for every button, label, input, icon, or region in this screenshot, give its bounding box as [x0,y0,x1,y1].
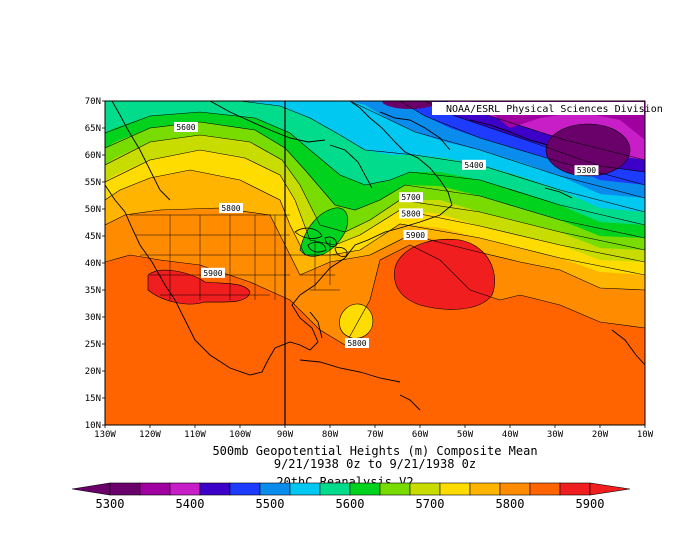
lat-tick-label: 60N [85,151,101,161]
lat-tick-label: 55N [85,178,101,188]
svg-text:5800: 5800 [347,339,366,348]
colorbar-swatch [109,482,141,496]
colorbar-right-arrow [589,482,631,496]
lon-tick-label: 90W [277,430,294,440]
contour-label: 5900 [403,230,428,240]
lat-tick-label: 20N [85,367,101,377]
svg-text:5700: 5700 [401,193,420,202]
low-north-edge [382,101,438,109]
lat-ticks: 10N 15N 20N 25N 30N 35N 40N 45N 50N 55N 60N 65N 70N [85,97,105,431]
lon-tick-label: 80W [322,430,339,440]
svg-text:5900: 5900 [406,231,425,240]
lon-tick-label: 10W [637,430,654,440]
svg-text:5600: 5600 [176,123,195,132]
contour-label: 5700 [399,192,423,203]
lat-tick-label: 40N [85,259,101,269]
colorbar-swatch [469,482,501,496]
lat-tick-label: 25N [85,340,101,350]
lon-tick-label: 60W [412,430,429,440]
lon-tick-label: 130W [94,430,116,440]
colorbar-swatch [439,482,471,496]
colorbar-swatch [409,482,441,496]
contour-label-layer: 5600 5800 5900 5700 5800 5900 5400 5300 5800 [174,122,599,348]
high-bermuda-5800 [339,303,373,339]
colorbar-tick-label: 5900 [576,497,605,511]
colorbar-tick-label: 5400 [176,497,205,511]
lat-tick-label: 15N [85,394,101,404]
colorbar-tick-label: 5300 [96,497,125,511]
lat-tick-label: 65N [85,124,101,134]
colorbar-swatch [169,482,201,496]
credit-text: NOAA/ESRL Physical Sciences Division [446,104,663,115]
contour-label: 5800 [345,338,369,348]
lon-tick-label: 100W [229,430,251,440]
lon-ticks: 130W 120W 110W 100W 90W 80W 70W 60W 50W 40W 30W 20W… [94,425,654,440]
lat-tick-label: 10N [85,421,101,431]
colorbar [71,482,631,496]
colorbar-tick-label: 5500 [256,497,285,511]
title-line-2: 9/21/1938 0z to 9/21/1938 0z [274,457,476,471]
lon-tick-label: 20W [592,430,609,440]
lakes [294,227,348,257]
colorbar-swatch [229,482,261,496]
colorbar-swatch [319,482,351,496]
lat-tick-label: 30N [85,313,101,323]
svg-text:5300: 5300 [577,166,596,175]
colorbar-swatch [499,482,531,496]
colorbar-swatch [199,482,231,496]
colorbar-tick-label: 5700 [416,497,445,511]
coastlines [105,101,645,411]
colorbar-swatch [139,482,171,496]
contour-label: 5800 [219,203,243,213]
colorbar-tick-label: 5800 [496,497,525,511]
contour-label: 5800 [399,208,423,219]
colorbar-swatch [289,482,321,496]
colorbar-left-arrow [71,482,111,496]
svg-text:5900: 5900 [203,269,222,278]
svg-text:5800: 5800 [401,209,420,218]
colorbar-swatch [559,482,591,496]
high-atlantic-5900 [394,239,495,310]
low-center-5300 [546,124,630,176]
svg-text:5800: 5800 [221,204,240,213]
colorbar-tick-label: 5600 [336,497,365,511]
contour-label: 5400 [462,159,486,170]
lon-tick-label: 110W [184,430,206,440]
title-line-1: 500mb Geopotential Heights (m) Composite… [212,444,537,458]
contour-label: 5900 [201,267,225,278]
lon-tick-label: 40W [502,430,519,440]
map-area: 5600 5800 5900 5700 5800 5900 5400 5300 5800 [105,101,645,425]
trough-great-lakes-green [300,207,348,257]
colorbar-labels: 5300 5400 5500 5600 5700 5800 5900 [96,497,605,511]
lon-tick-label: 30W [547,430,564,440]
colorbar-swatch [379,482,411,496]
colorbar-swatch [259,482,291,496]
colorbar-swatch [349,482,381,496]
lat-tick-label: 50N [85,205,101,215]
contour-label: 5600 [174,122,198,132]
lat-tick-label: 35N [85,286,101,296]
colorbar-swatch [529,482,561,496]
lon-tick-label: 50W [457,430,474,440]
contour-label: 5300 [574,165,599,176]
lat-tick-label: 45N [85,232,101,242]
credit-box [432,102,644,115]
lon-tick-label: 70W [367,430,384,440]
high-southwest-5900 [148,270,250,305]
svg-text:5400: 5400 [464,161,483,170]
lon-tick-label: 120W [139,430,161,440]
lat-tick-label: 70N [85,97,101,107]
